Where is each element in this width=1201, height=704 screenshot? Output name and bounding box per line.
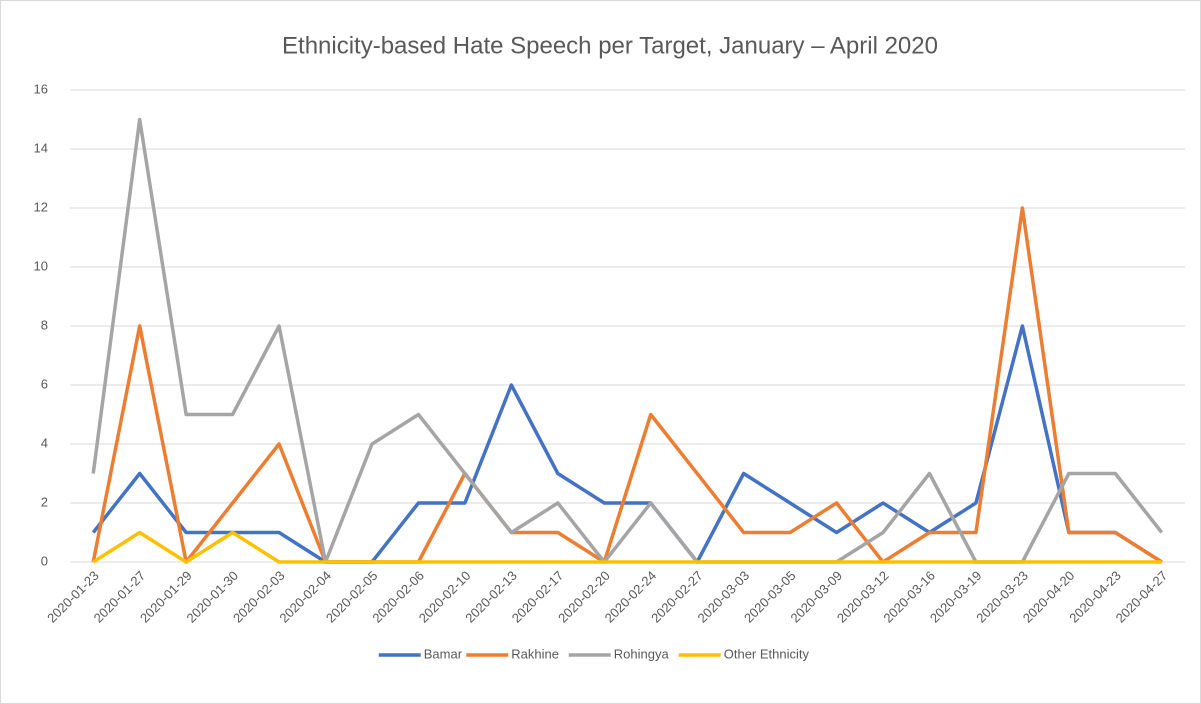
legend-label: Other Ethnicity [724,646,810,661]
chart-title: Ethnicity-based Hate Speech per Target, … [282,32,938,59]
y-tick-label: 12 [34,199,48,214]
legend-label: Rakhine [511,646,559,661]
y-tick-label: 4 [41,435,48,450]
y-tick-label: 6 [41,376,48,391]
y-tick-label: 2 [41,494,48,509]
legend-label: Rohingya [614,646,670,661]
series-line [92,530,1162,564]
series-line [91,206,1163,564]
y-tick-label: 14 [34,140,48,155]
legend-label: Bamar [424,646,463,661]
y-tick-label: 0 [41,553,48,568]
y-tick-label: 10 [34,258,48,273]
y-tick-label: 16 [34,81,48,96]
y-tick-label: 8 [41,317,48,332]
